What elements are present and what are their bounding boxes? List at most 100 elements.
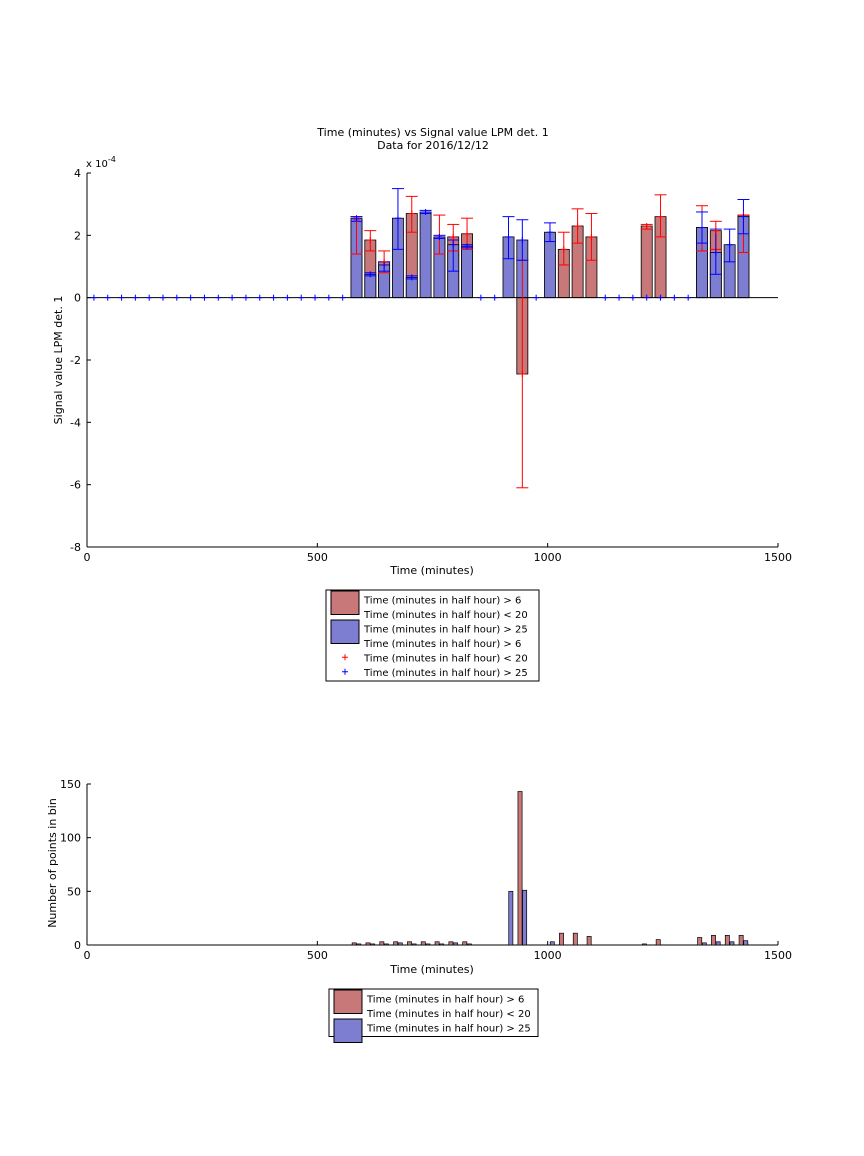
bar-blue: [461, 245, 473, 299]
chart1-x-tick-label: 1500: [764, 551, 792, 564]
count-bar-red: [462, 941, 468, 946]
chart1-markers: [90, 208, 747, 378]
chart1-x-tick-label: 1000: [534, 551, 562, 564]
marker-blue-zero: [657, 294, 664, 301]
marker-red: [519, 371, 526, 378]
chart1-y-tick-label: -2: [70, 354, 81, 367]
count-bar-red: [448, 941, 454, 946]
marker-blue: [519, 237, 526, 244]
marker-blue-zero: [132, 294, 139, 301]
marker-blue: [698, 224, 705, 231]
chart1-x-tick-label: 0: [84, 551, 91, 564]
marker-blue-zero: [671, 294, 678, 301]
count-bar-red: [738, 934, 744, 946]
chart2-y-axis-label: Number of points in bin: [46, 798, 59, 928]
chart1-legend-label: Time (minutes in half hour) > 25: [363, 668, 528, 679]
marker-blue-zero: [602, 294, 609, 301]
marker-red: [657, 213, 664, 220]
count-bar-blue: [439, 943, 445, 946]
marker-blue-zero: [173, 294, 180, 301]
chart2-legend: Time (minutes in half hour) > 6 Time (min…: [328, 988, 539, 1043]
chart1-y-tick-label: -4: [70, 416, 81, 429]
marker-blue: [726, 241, 733, 248]
marker-blue-zero: [270, 294, 277, 301]
chart1-tick-labels: 0 500 1000 1500 -8 -6 -4 -2 0 2 4: [70, 167, 792, 564]
count-bar-red: [697, 937, 703, 946]
chart2-legend-swatch-blue: [333, 1018, 363, 1043]
count-bar-red: [572, 932, 578, 946]
chart2-legend-box: [328, 988, 539, 1037]
marker-blue-zero: [477, 294, 484, 301]
chart1-y-exponent-base: x 10: [86, 159, 108, 170]
marker-blue: [450, 241, 457, 248]
marker-red: [367, 237, 374, 244]
count-bar-blue: [508, 890, 514, 946]
chart1-legend-label: Time (minutes in half hour) > 6: [363, 595, 521, 606]
chart2-legend-label: Time (minutes in half hour) > 6: [366, 994, 524, 1005]
count-bar-blue: [425, 943, 431, 946]
marker-red: [450, 233, 457, 240]
count-bar-blue: [397, 942, 403, 946]
chart2-tick-labels: 0 500 1000 1500 0 50 100 150: [60, 778, 792, 962]
chart1-legend-swatch-blue: [330, 619, 360, 644]
marker-blue-zero: [629, 294, 636, 301]
marker-red: [560, 246, 567, 253]
count-bar-blue: [466, 943, 472, 946]
count-bar-red: [559, 932, 564, 946]
marker-blue-zero: [104, 294, 111, 301]
count-bar-blue: [729, 941, 735, 946]
chart1-title: Time (minutes) vs Signal value LPM det. …: [316, 126, 548, 139]
marker-blue-zero: [312, 294, 319, 301]
chart1-legend-marker-red: [342, 654, 348, 661]
count-bar-blue: [411, 943, 417, 946]
count-bar-red: [379, 941, 385, 946]
chart1-y-tick-label: 0: [74, 292, 81, 305]
marker-blue-zero: [616, 294, 623, 301]
chart1-y-tick-label: 2: [74, 229, 81, 242]
marker-blue: [422, 208, 429, 215]
marker-blue: [367, 271, 374, 278]
chart1-y-axis-label: Signal value LPM det. 1: [52, 296, 65, 425]
chart1-y-tick-label: -6: [70, 479, 81, 492]
marker-blue-zero: [118, 294, 125, 301]
marker-blue: [546, 229, 553, 236]
count-bar-blue: [453, 942, 458, 946]
count-bar-red: [393, 941, 399, 946]
chart2-x-tick-label: 500: [307, 949, 328, 962]
marker-blue-zero: [256, 294, 263, 301]
chart2-y-tick-label: 100: [60, 832, 81, 845]
chart1-x-tick-label: 500: [307, 551, 328, 564]
count-bar-red: [351, 942, 357, 946]
chart1-legend-label: Time (minutes in half hour) < 20: [363, 610, 528, 621]
marker-blue: [436, 233, 443, 240]
marker-blue-zero: [298, 294, 305, 301]
count-bar-red: [407, 941, 412, 946]
signal-chart: Time (minutes) vs Signal value LPM det. …: [52, 126, 792, 682]
marker-blue-zero: [339, 294, 346, 301]
chart2-y-tick-label: 50: [67, 885, 81, 898]
count-bar-red: [365, 942, 371, 946]
marker-blue-zero: [533, 294, 540, 301]
count-bar-red: [724, 934, 730, 946]
chart2-legend-label: Time (minutes in half hour) > 25: [366, 1023, 531, 1034]
marker-blue: [464, 243, 471, 250]
chart2-legend-swatch-red: [333, 989, 363, 1014]
marker-red: [408, 210, 415, 217]
marker-blue-zero: [242, 294, 249, 301]
marker-blue: [740, 213, 747, 220]
chart2-y-tick-label: 0: [74, 939, 81, 952]
marker-blue: [394, 215, 401, 222]
chart2-x-tick-label: 0: [84, 949, 91, 962]
count-bar-red: [655, 939, 661, 946]
chart1-bars: [87, 211, 778, 375]
marker-blue: [505, 233, 512, 240]
count-bar-blue: [701, 942, 707, 946]
count-bar-red: [420, 941, 426, 946]
marker-red: [574, 222, 581, 229]
marker-red: [643, 222, 650, 229]
count-bar-blue: [549, 941, 555, 946]
count-bar-red: [517, 791, 523, 946]
chart2-axes: [86, 783, 779, 946]
chart1-y-tick-label: -8: [70, 541, 81, 554]
marker-blue-zero: [146, 294, 153, 301]
